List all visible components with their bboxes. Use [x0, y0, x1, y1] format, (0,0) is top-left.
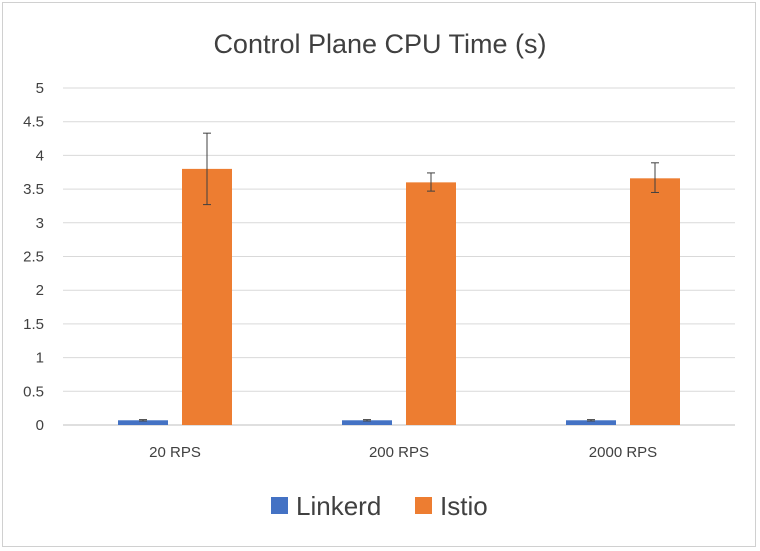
y-tick-label: 4.5	[23, 114, 44, 131]
legend: Linkerd Istio	[271, 491, 488, 521]
y-tick-label: 1	[36, 350, 44, 367]
error-bar-linkerd-3	[587, 419, 595, 422]
legend-swatch-istio	[415, 497, 432, 514]
legend-swatch-linkerd	[271, 497, 288, 514]
bars	[118, 168, 680, 425]
error-bar-istio-1	[203, 132, 211, 206]
bar-istio-3	[630, 178, 680, 425]
y-tick-label: 0	[36, 417, 44, 434]
y-tick-label: 1.5	[23, 316, 44, 333]
y-tick-label: 0.5	[23, 383, 44, 400]
bar-linkerd-2	[342, 420, 392, 425]
error-bar-linkerd-2	[363, 419, 371, 422]
bar-istio-2	[406, 182, 456, 425]
x-tick-label: 20 RPS	[149, 444, 201, 461]
bar-istio-1	[182, 168, 232, 425]
y-axis-ticks: 0 0.5 1 1.5 2 2.5 3 3.5 4 4.5 5	[23, 80, 44, 434]
x-tick-label: 200 RPS	[369, 444, 429, 461]
y-tick-label: 2.5	[23, 249, 44, 266]
y-tick-label: 4	[36, 147, 44, 164]
x-axis-ticks: 20 RPS 200 RPS 2000 RPS	[149, 444, 657, 461]
error-bars	[139, 132, 659, 422]
error-bar-linkerd-1	[139, 419, 147, 422]
y-tick-label: 5	[36, 80, 44, 97]
bar-linkerd-3	[566, 420, 616, 425]
x-tick-label: 2000 RPS	[589, 444, 657, 461]
gridlines	[63, 87, 735, 426]
error-bar-istio-3	[651, 162, 659, 193]
y-tick-label: 3.5	[23, 181, 44, 198]
bar-linkerd-1	[118, 420, 168, 425]
y-tick-label: 2	[36, 282, 44, 299]
y-tick-label: 3	[36, 215, 44, 232]
legend-label-istio: Istio	[440, 491, 488, 521]
legend-label-linkerd: Linkerd	[296, 491, 381, 521]
chart-title: Control Plane CPU Time (s)	[213, 29, 546, 59]
error-bar-istio-2	[427, 172, 435, 192]
